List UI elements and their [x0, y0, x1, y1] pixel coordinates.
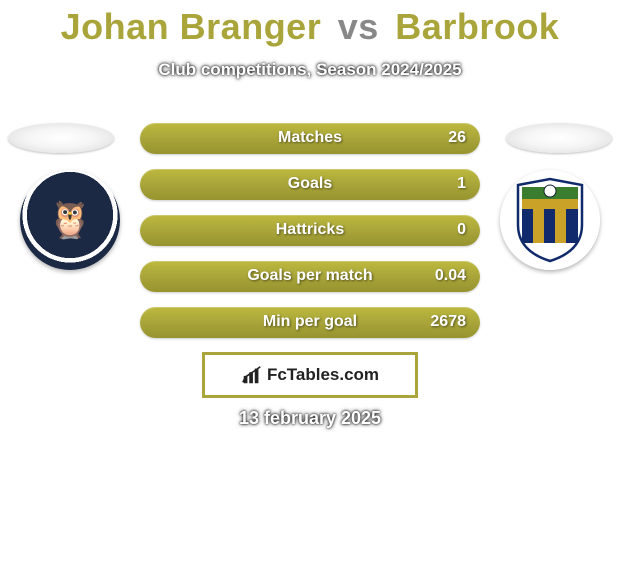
comparison-title: Johan Branger vs Barbrook: [0, 0, 620, 48]
team1-badge: 🦉: [20, 170, 120, 270]
date-text: 13 february 2025: [0, 408, 620, 429]
stat-value: 0.04: [435, 267, 466, 285]
stat-value: 2678: [430, 313, 466, 331]
team2-badge: [500, 170, 600, 270]
stat-value: 26: [448, 129, 466, 147]
player2-name: Barbrook: [395, 6, 559, 47]
owl-icon: 🦉: [48, 199, 93, 241]
stat-row: Matches 26: [140, 123, 480, 154]
stat-value: 1: [457, 175, 466, 193]
stat-row: Goals 1: [140, 169, 480, 200]
stat-label: Hattricks: [140, 221, 480, 239]
stat-label: Goals: [140, 175, 480, 193]
stat-row: Goals per match 0.04: [140, 261, 480, 292]
stat-value: 0: [457, 221, 466, 239]
right-oval-decoration: [506, 123, 612, 153]
bar-chart-icon: [241, 364, 263, 386]
left-oval-decoration: [8, 123, 114, 153]
stat-label: Min per goal: [140, 313, 480, 331]
stat-row: Min per goal 2678: [140, 307, 480, 338]
site-attribution: FcTables.com: [202, 352, 418, 398]
crest-icon: [514, 177, 586, 263]
stat-row: Hattricks 0: [140, 215, 480, 246]
player1-name: Johan Branger: [61, 6, 322, 47]
subtitle: Club competitions, Season 2024/2025: [0, 60, 620, 80]
vs-text: vs: [338, 6, 379, 47]
stat-label: Goals per match: [140, 267, 480, 285]
stats-panel: Matches 26 Goals 1 Hattricks 0 Goals per…: [140, 123, 480, 353]
site-text: FcTables.com: [267, 365, 379, 385]
stat-label: Matches: [140, 129, 480, 147]
